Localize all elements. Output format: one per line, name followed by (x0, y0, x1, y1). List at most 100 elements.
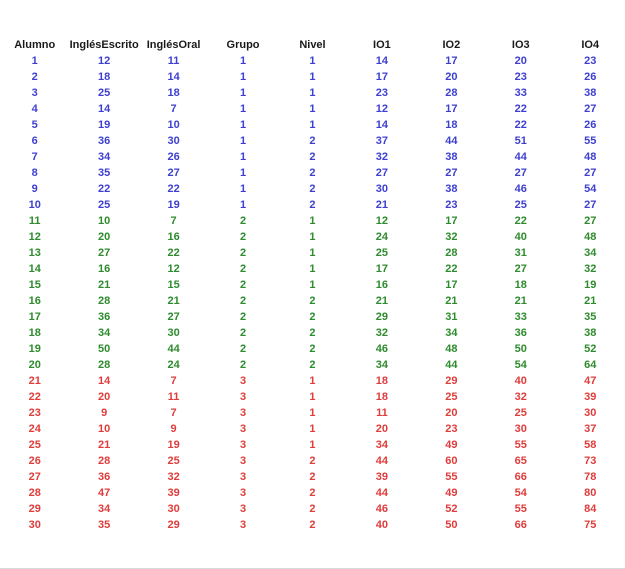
table-cell: 27 (514, 263, 527, 275)
table-cell: 2 (239, 311, 247, 323)
table-cell: 16 (98, 263, 111, 275)
table-cell: 1 (239, 199, 247, 211)
table-cell: 14 (375, 55, 389, 67)
table-cell: 39 (584, 391, 597, 403)
table-cell: 23 (584, 55, 597, 67)
table-cell: 52 (445, 503, 458, 515)
table-cell: 29 (445, 375, 458, 387)
table-cell: 3 (239, 375, 247, 387)
table-cell: 3 (239, 455, 247, 467)
table-cell: 50 (514, 343, 527, 355)
table-cell: 29 (28, 503, 41, 515)
table-cell: 12 (28, 231, 41, 243)
table-row: 21 14 7 3 1 18 29 40 47 (0, 373, 625, 389)
table-cell: 23 (375, 87, 389, 99)
table-row: 30 35 29 3 2 40 50 66 75 (0, 517, 625, 533)
table-cell: 22 (514, 103, 527, 115)
table-cell: 9 (170, 423, 177, 435)
table-cell: 30 (584, 407, 597, 419)
table-cell: 17 (445, 215, 458, 227)
table-row: 24 10 9 3 1 20 23 30 37 (0, 421, 625, 437)
table-cell: 2 (309, 151, 316, 163)
table-cell: 23 (28, 407, 41, 419)
table-cell: 34 (445, 327, 458, 339)
table-row: 10 25 19 1 2 21 23 25 27 (0, 197, 625, 213)
table-cell: 32 (445, 231, 458, 243)
table-cell: 1 (309, 247, 316, 259)
table-cell: 3 (239, 487, 247, 499)
table-cell: 66 (514, 471, 527, 483)
table-cell: 1 (309, 279, 316, 291)
table-cell: 1 (239, 103, 247, 115)
table-cell: 47 (584, 375, 597, 387)
table-cell: 50 (98, 343, 111, 355)
table-cell: 14 (98, 103, 111, 115)
table-cell: 16 (375, 279, 389, 291)
table-cell: 58 (584, 439, 597, 451)
table-cell: 8 (31, 167, 38, 179)
table-cell: 25 (28, 439, 41, 451)
table-cell: 25 (375, 247, 389, 259)
table-row: 29 34 30 3 2 46 52 55 84 (0, 501, 625, 517)
table-cell: 10 (98, 215, 111, 227)
table-cell: 11 (376, 407, 388, 419)
table-cell: 3 (239, 471, 247, 483)
table-cell: 49 (445, 439, 458, 451)
table-cell: 26 (167, 151, 180, 163)
table-cell: 49 (445, 487, 458, 499)
table-cell: 46 (375, 343, 389, 355)
table-cell: 55 (445, 471, 458, 483)
table-row: 14 16 12 2 1 17 22 27 32 (0, 261, 625, 277)
table-cell: 20 (28, 359, 41, 371)
table-cell: 40 (514, 375, 527, 387)
table-cell: 22 (167, 183, 180, 195)
table-cell: 26 (28, 455, 41, 467)
table-cell: 18 (375, 391, 389, 403)
table-cell: 2 (309, 359, 316, 371)
table-cell: 22 (445, 263, 458, 275)
table-row: 22 20 11 3 1 18 25 32 39 (0, 389, 625, 405)
table-cell: 35 (584, 311, 597, 323)
table-cell: 35 (98, 167, 111, 179)
table-cell: 38 (445, 151, 458, 163)
table-cell: 27 (98, 247, 111, 259)
table-cell: 2 (309, 455, 316, 467)
table-cell: 34 (584, 247, 597, 259)
table-head: Alumno InglésEscrito InglésOral Grupo Nivel I… (0, 36, 625, 53)
table-cell: 66 (514, 519, 527, 531)
table-cell: 11 (167, 55, 180, 67)
table-cell: 24 (28, 423, 41, 435)
column-header-alumno: Alumno (14, 38, 56, 51)
table-cell: 27 (167, 311, 180, 323)
table-cell: 4 (31, 103, 38, 115)
table-cell: 36 (98, 135, 111, 147)
table-cell: 2 (239, 359, 247, 371)
table-row: 4 14 7 1 1 12 17 22 27 (0, 101, 625, 117)
table-cell: 35 (98, 519, 111, 531)
table-cell: 23 (445, 199, 458, 211)
table-cell: 30 (167, 135, 180, 147)
table-cell: 15 (28, 279, 41, 291)
table-cell: 2 (309, 295, 316, 307)
table-cell: 19 (584, 279, 597, 291)
column-header-inglesoral: InglésOral (146, 38, 201, 51)
table-cell: 2 (239, 343, 247, 355)
table-cell: 25 (514, 407, 527, 419)
table-cell: 33 (514, 87, 527, 99)
table-cell: 50 (445, 519, 458, 531)
table-cell: 7 (170, 103, 177, 115)
table-cell: 14 (98, 375, 111, 387)
table-cell: 1 (309, 215, 316, 227)
table-row: 17 36 27 2 2 29 31 33 35 (0, 309, 625, 325)
table-cell: 30 (167, 503, 180, 515)
table-cell: 7 (170, 407, 177, 419)
column-header-grupo: Grupo (226, 38, 260, 51)
table-cell: 1 (239, 167, 247, 179)
table-cell: 22 (28, 391, 41, 403)
table-cell: 31 (514, 247, 527, 259)
table-cell: 51 (514, 135, 527, 147)
table-row: 18 34 30 2 2 32 34 36 38 (0, 325, 625, 341)
table-cell: 25 (514, 199, 527, 211)
table-cell: 2 (239, 327, 247, 339)
table-cell: 22 (514, 119, 527, 131)
